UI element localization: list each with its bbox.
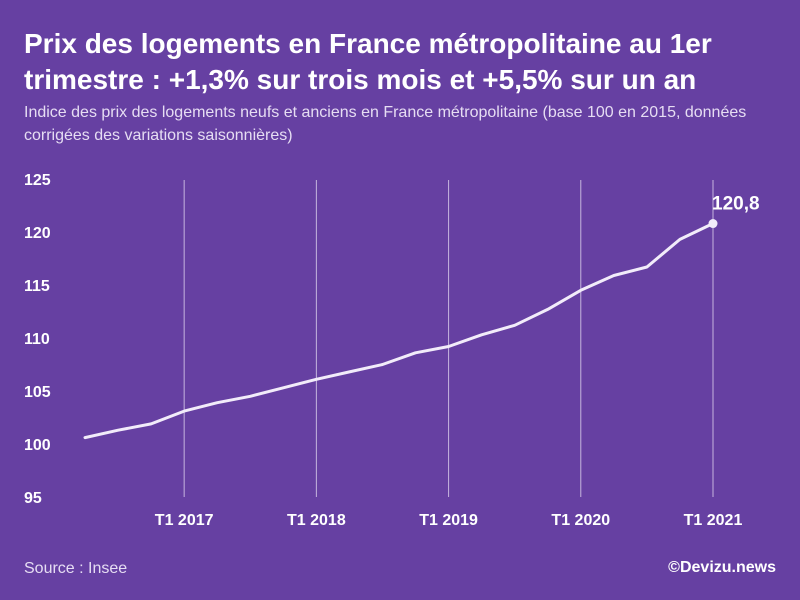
- y-tick-label: 95: [24, 490, 42, 507]
- grid-lines: [183, 180, 714, 497]
- brand-credit: ©Devizu.news: [668, 559, 776, 576]
- annotations: 120,8: [708, 194, 760, 229]
- y-tick-label: 110: [24, 331, 50, 348]
- y-tick-label: 115: [24, 278, 50, 295]
- series-layer: [83, 222, 715, 440]
- series-line-0: [83, 222, 715, 440]
- y-tick-label: 125: [24, 172, 51, 189]
- x-axis-tick-labels: T1 2017 T1 2018 T1 2019 T1 2020 T1 2021: [155, 512, 743, 529]
- x-tick-label: T1 2019: [419, 512, 478, 529]
- x-tick-label: T1 2017: [155, 512, 214, 529]
- chart-title: Prix des logements en France métropolita…: [24, 28, 712, 95]
- chart-subtitle: Indice des prix des logements neufs et a…: [24, 104, 747, 144]
- x-tick-label: T1 2021: [684, 512, 743, 529]
- last-point-marker: [708, 219, 718, 229]
- y-tick-label: 100: [24, 437, 51, 454]
- x-tick-label: T1 2018: [287, 512, 346, 529]
- x-tick-label: T1 2020: [551, 512, 610, 529]
- source-note: Source : Insee: [24, 560, 128, 577]
- y-tick-label: 105: [24, 384, 51, 401]
- last-value-label: 120,8: [712, 194, 760, 215]
- y-axis-tick-labels: 95 100 105 110 115 120 125: [24, 172, 51, 507]
- y-tick-label: 120: [24, 225, 51, 242]
